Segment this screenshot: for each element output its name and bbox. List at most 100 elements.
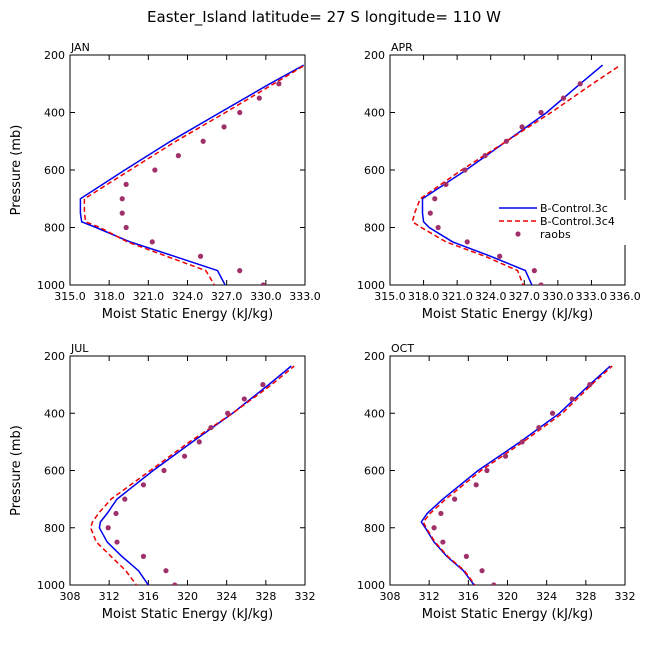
raobs-point xyxy=(482,153,488,159)
raobs-point xyxy=(464,239,470,245)
raobs-point xyxy=(431,525,437,531)
series-line-red xyxy=(411,64,621,285)
y-tick-label: 1000 xyxy=(37,579,65,592)
x-tick-label: 308 xyxy=(60,590,81,603)
x-tick-label: 308 xyxy=(380,590,401,603)
x-tick-label: 315.0 xyxy=(374,290,406,303)
y-tick-label: 1000 xyxy=(37,279,65,292)
raobs-point xyxy=(549,410,556,416)
x-tick-label: 328 xyxy=(255,590,276,603)
raobs-point xyxy=(587,382,593,388)
x-tick-label: 315.0 xyxy=(54,290,86,303)
raobs-point xyxy=(438,510,444,517)
panel-jul: 308 312 316 320 324 328 332 200 400 600 800 1000 JUL… xyxy=(9,342,316,622)
raobs-point xyxy=(463,553,469,559)
series-line-blue xyxy=(421,64,604,285)
raobs-point xyxy=(237,109,243,116)
raobs-point xyxy=(256,95,262,101)
panel-apr: 315.0 318.0 321.0 324.0 327.0 330.0 333.0 336.0… xyxy=(357,41,641,322)
raobs-point xyxy=(140,553,147,559)
raobs-point xyxy=(502,453,509,459)
y-tick-label: 800 xyxy=(44,522,65,535)
x-axis-label: Moist Static Energy (kJ/kg) xyxy=(102,607,273,622)
y-tick-label: 400 xyxy=(44,107,65,120)
raobs-point xyxy=(479,568,485,574)
raobs-point xyxy=(123,224,129,231)
series-group xyxy=(79,64,305,285)
raobs-point xyxy=(237,268,243,274)
raobs-point xyxy=(114,539,120,545)
x-tick-label: 316 xyxy=(458,590,479,603)
x-tick-label: 321.0 xyxy=(441,290,473,303)
raobs-point xyxy=(536,424,542,431)
series-line-blue xyxy=(79,64,305,285)
raobs-point xyxy=(241,396,247,402)
plot-frame xyxy=(389,54,626,286)
x-tick-label: 327.0 xyxy=(509,290,541,303)
y-tick-label: 800 xyxy=(364,222,385,235)
x-tick-label: 330.0 xyxy=(542,290,574,303)
raobs-point xyxy=(122,496,128,502)
raobs-point xyxy=(531,268,537,274)
x-axis-label: Moist Static Energy (kJ/kg) xyxy=(422,307,593,322)
y-tick-label: 1000 xyxy=(357,279,385,292)
y-tick-label: 200 xyxy=(364,350,385,363)
raobs-point xyxy=(197,253,204,259)
y-tick-label: 400 xyxy=(44,407,65,420)
raobs-point xyxy=(427,210,433,216)
raobs-point xyxy=(435,224,441,231)
raobs-point xyxy=(538,109,544,116)
y-tick-label: 200 xyxy=(44,350,65,363)
x-tick-label: 336.0 xyxy=(609,290,641,303)
x-tick-label: 321.0 xyxy=(133,290,165,303)
x-tick-label: 324.0 xyxy=(172,290,204,303)
raobs-point xyxy=(149,239,155,245)
panel-oct: 308 312 316 320 324 328 332 200 400 600 800 1000 OCT… xyxy=(357,342,636,622)
plot-frame xyxy=(389,355,626,586)
panel-month-label: APR xyxy=(391,41,413,54)
x-tick-label: 316 xyxy=(138,590,159,603)
x-tick-label: 320 xyxy=(497,590,518,603)
series-group xyxy=(89,365,295,585)
y-tick-label: 600 xyxy=(364,465,385,478)
series-line-blue xyxy=(420,365,611,585)
legend-dot-raobs xyxy=(515,231,521,237)
raobs-point xyxy=(200,138,206,144)
series-line-red xyxy=(89,365,295,585)
y-tick-label: 800 xyxy=(44,222,65,235)
x-tick-label: 324.0 xyxy=(475,290,507,303)
raobs-point xyxy=(432,196,438,202)
raobs-point xyxy=(519,124,525,130)
x-tick-label: 333.0 xyxy=(576,290,608,303)
x-tick-label: 318.0 xyxy=(93,290,125,303)
raobs-point xyxy=(473,482,479,488)
y-tick-label: 600 xyxy=(44,465,65,478)
series-line-red xyxy=(422,365,613,585)
y-tick-label: 200 xyxy=(44,49,65,62)
raobs-point xyxy=(276,81,282,87)
x-tick-label: 318.0 xyxy=(408,290,440,303)
raobs-point xyxy=(484,467,490,474)
x-tick-label: 320 xyxy=(177,590,198,603)
series-group xyxy=(411,64,621,285)
x-tick-label: 333.0 xyxy=(289,290,321,303)
raobs-point xyxy=(105,525,111,531)
series-line-red xyxy=(83,64,305,285)
legend-label-raobs: raobs xyxy=(540,228,571,241)
raobs-point xyxy=(181,453,188,459)
raobs-point xyxy=(163,568,169,574)
x-tick-label: 332 xyxy=(615,590,636,603)
y-axis-label: Pressure (mb) xyxy=(9,125,24,216)
raobs-point xyxy=(123,181,129,187)
x-tick-label: 327.0 xyxy=(211,290,243,303)
raobs-point xyxy=(577,81,583,87)
raobs-point xyxy=(140,482,147,488)
x-tick-label: 324 xyxy=(216,590,237,603)
raobs-point xyxy=(119,210,125,216)
panels: 315.0 318.0 321.0 324.0 327.0 330.0 333.020040… xyxy=(9,41,641,622)
series-group xyxy=(420,365,613,585)
series-line-blue xyxy=(98,365,292,585)
panel-month-label: OCT xyxy=(391,342,414,355)
x-axis-label: Moist Static Energy (kJ/kg) xyxy=(102,307,273,322)
